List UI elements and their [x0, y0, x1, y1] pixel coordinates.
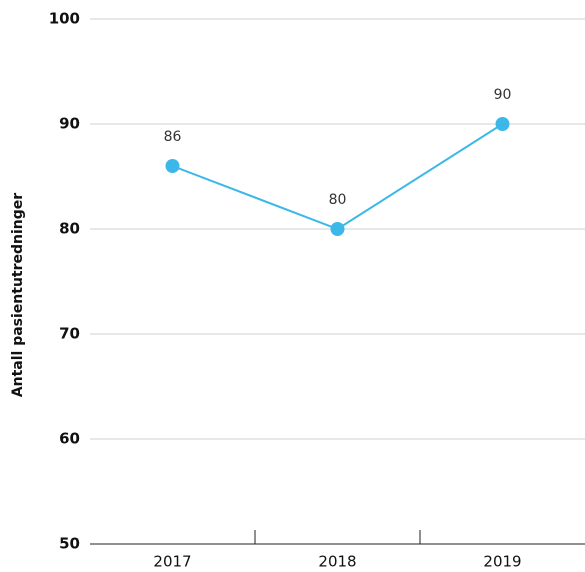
y-tick-label: 80 — [59, 220, 80, 238]
y-tick-label: 90 — [59, 115, 80, 133]
y-tick-label: 50 — [59, 535, 80, 553]
y-tick-label: 60 — [59, 430, 80, 448]
point — [330, 222, 345, 236]
line — [172, 123, 504, 231]
y-tick-label: 70 — [59, 325, 80, 343]
x-tick-label: 2017 — [153, 553, 191, 571]
y-tick-label: 100 — [49, 10, 80, 28]
x-tick-label: 2019 — [483, 553, 521, 571]
data-label: 86 — [164, 129, 182, 145]
x-tick-label: 2018 — [318, 553, 356, 571]
point — [495, 117, 510, 131]
data-label: 80 — [329, 192, 347, 208]
y-axis-label: Antall pasientutredninger — [10, 193, 26, 397]
data-label: 90 — [494, 87, 512, 103]
point — [165, 159, 180, 173]
